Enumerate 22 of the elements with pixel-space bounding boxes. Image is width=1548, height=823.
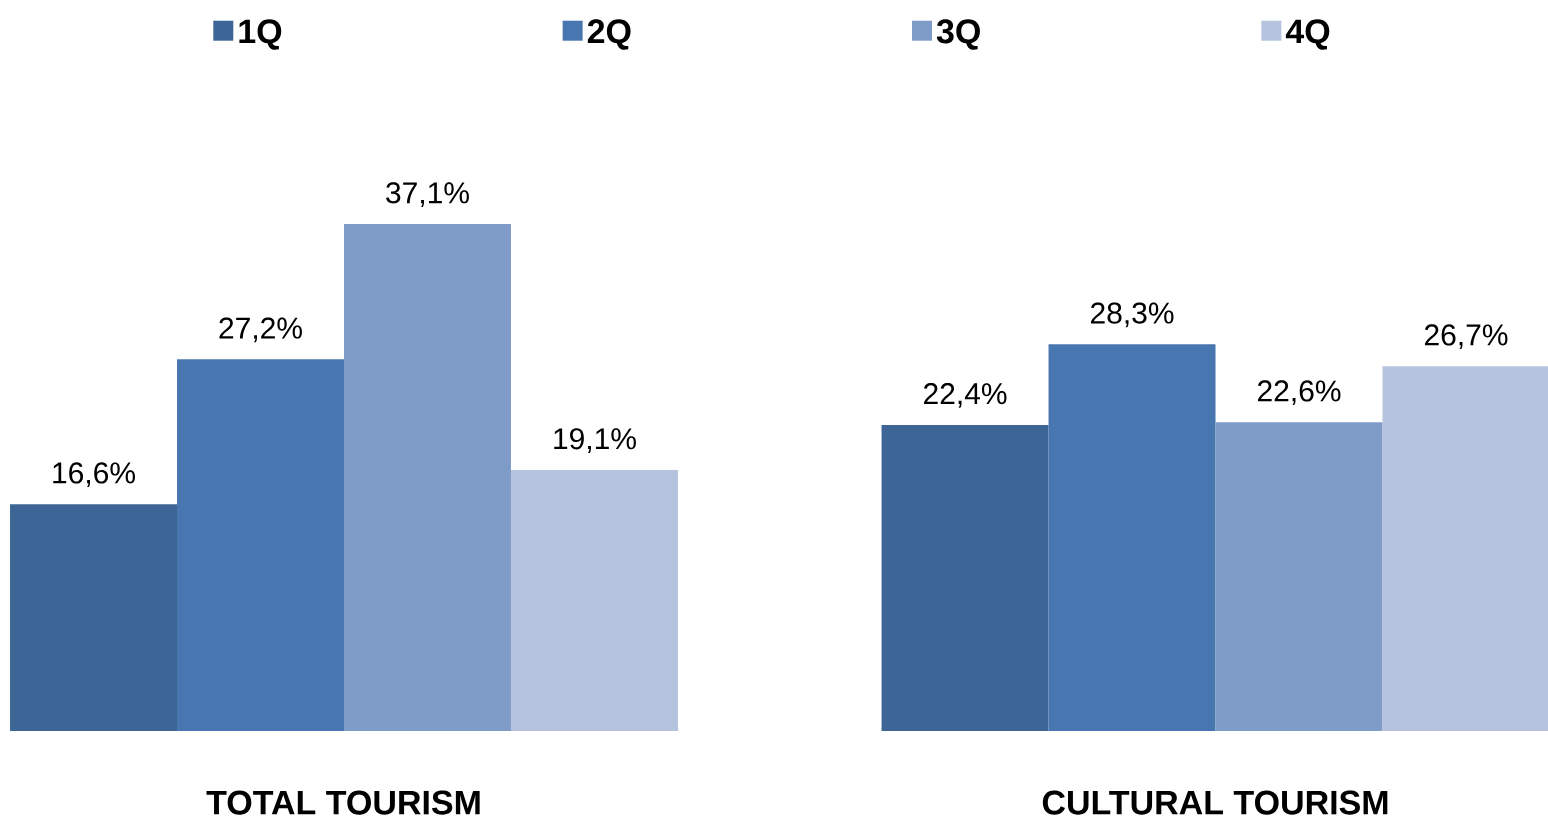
- x-tick-label: TOTAL TOURISM: [206, 790, 480, 815]
- bar: [1382, 366, 1548, 731]
- bar: [1048, 344, 1216, 731]
- data-label: 28,3%: [1091, 302, 1174, 328]
- data-label: 16,6%: [53, 462, 135, 488]
- bar: [10, 504, 178, 731]
- bar: [881, 424, 1049, 731]
- data-label: 22,6%: [1257, 380, 1341, 406]
- legend-label: 4Q: [1285, 19, 1330, 50]
- legend-label: 1Q: [239, 19, 282, 50]
- bar: [1215, 422, 1383, 731]
- data-label: 22,4%: [924, 383, 1007, 408]
- bar: [510, 470, 678, 731]
- bar: [344, 224, 511, 731]
- legend-label: 3Q: [936, 19, 980, 50]
- data-label: 26,7%: [1424, 324, 1508, 350]
- data-label: 37,1%: [386, 182, 469, 207]
- data-label: 19,1%: [554, 428, 636, 453]
- legend-label: 2Q: [587, 19, 631, 50]
- data-label: 27,2%: [219, 317, 302, 343]
- x-tick-label: CULTURAL TOURISM: [1042, 790, 1388, 815]
- bar: [177, 359, 344, 731]
